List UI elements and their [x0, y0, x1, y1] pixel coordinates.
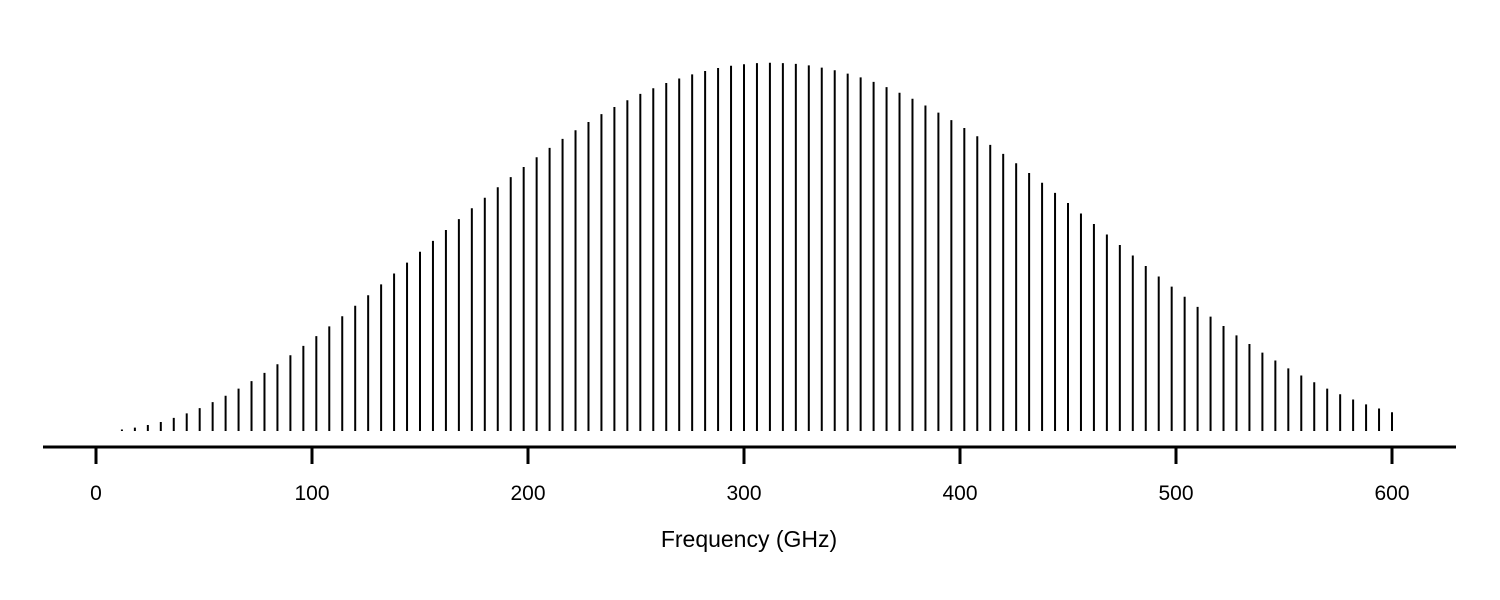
x-tick-label: 100 — [294, 482, 329, 505]
x-tick-label: 200 — [510, 482, 545, 505]
x-axis-ticks: 0 100 200 300 400 500 600 — [90, 447, 1410, 505]
x-tick-label: 300 — [726, 482, 761, 505]
x-tick-label: 400 — [942, 482, 977, 505]
x-tick-label: 600 — [1374, 482, 1409, 505]
x-tick-label: 500 — [1158, 482, 1193, 505]
x-tick-label: 0 — [90, 482, 102, 505]
x-axis-title: Frequency (GHz) — [661, 526, 837, 552]
stem-series — [120, 62, 1393, 431]
